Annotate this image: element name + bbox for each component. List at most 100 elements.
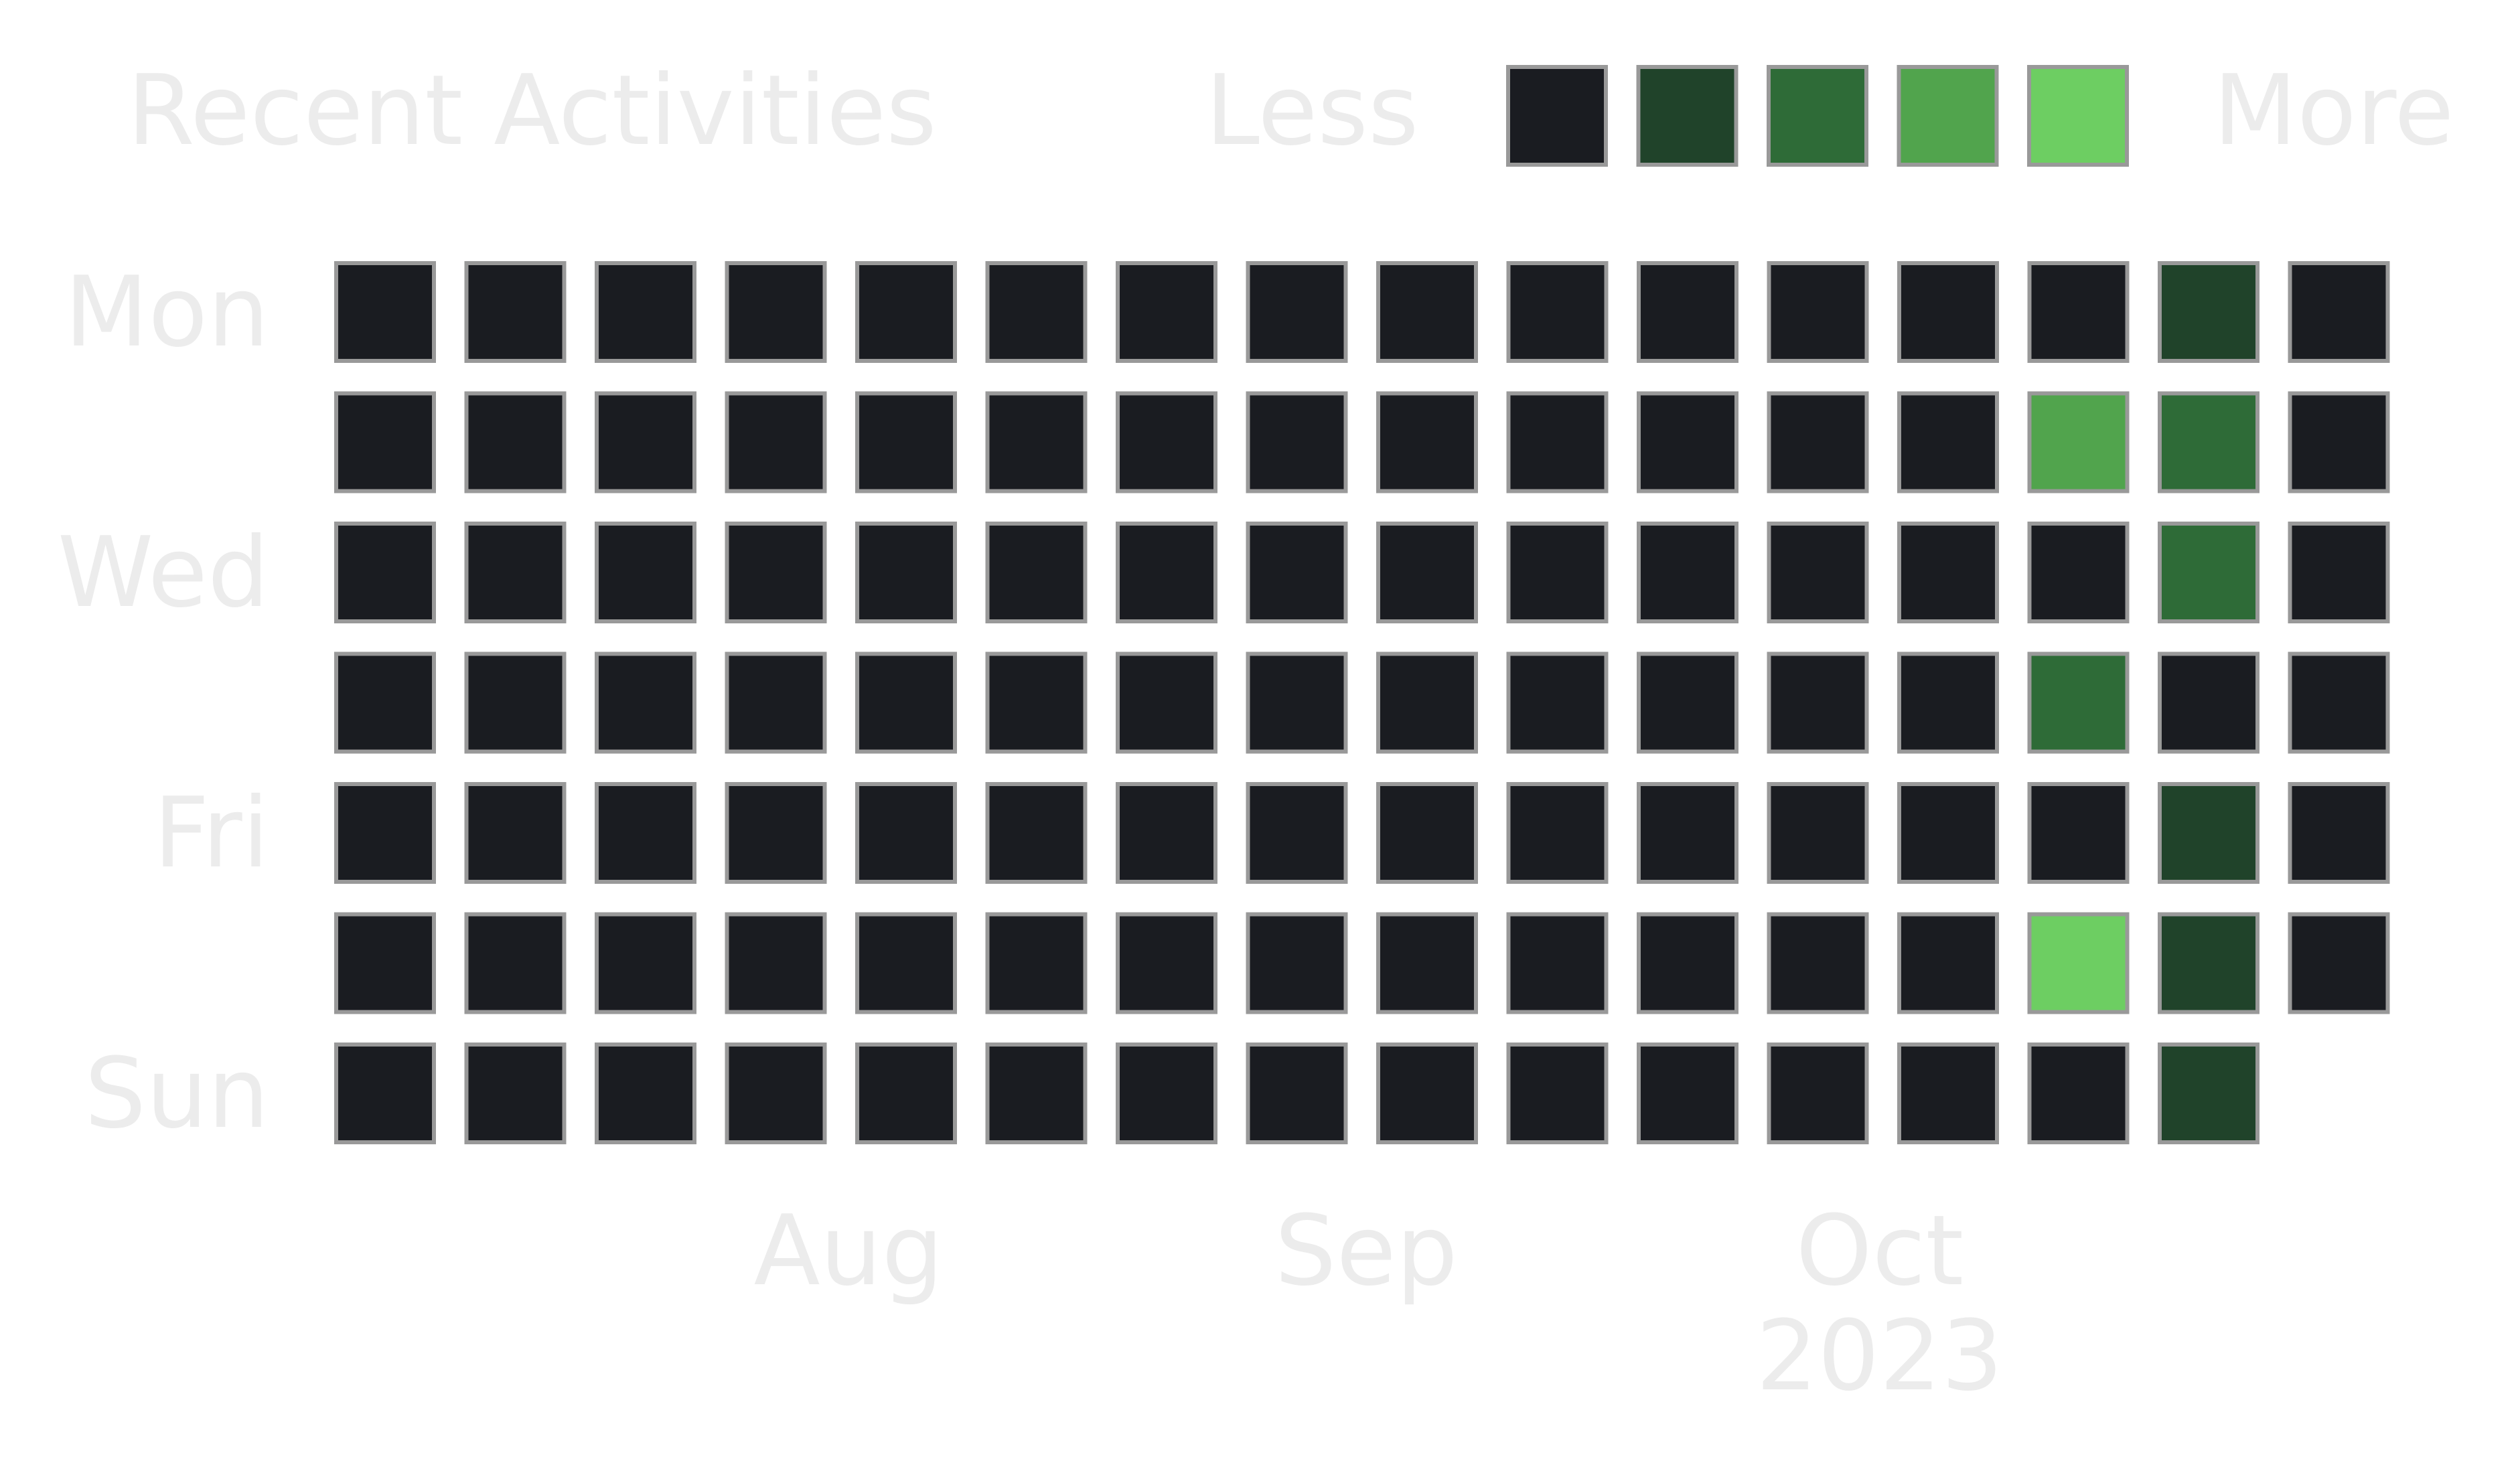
heatmap-cell bbox=[1506, 1043, 1609, 1144]
heatmap-cell bbox=[1506, 391, 1609, 493]
heatmap-cell bbox=[1897, 782, 1999, 884]
heatmap-cell bbox=[2027, 1043, 2130, 1144]
heatmap-cell bbox=[2288, 782, 2390, 884]
heatmap-cell bbox=[595, 782, 696, 884]
heatmap-cell bbox=[1767, 912, 1869, 1014]
heatmap-cell bbox=[1767, 391, 1869, 493]
month-label: Oct bbox=[1796, 1194, 1964, 1308]
heatmap-cell bbox=[1637, 261, 1738, 363]
heatmap-cell bbox=[334, 912, 436, 1014]
heatmap-cell bbox=[1637, 522, 1738, 623]
heatmap-cell bbox=[1637, 1043, 1738, 1144]
heatmap-cell bbox=[334, 651, 436, 754]
legend-swatch bbox=[1767, 65, 1868, 167]
heatmap-cell bbox=[1116, 782, 1217, 884]
heatmap-cell bbox=[725, 391, 827, 493]
month-label: Sep bbox=[1275, 1194, 1458, 1308]
heatmap-cell bbox=[1897, 261, 1999, 363]
heatmap-cell bbox=[1376, 651, 1478, 754]
heatmap-cell bbox=[855, 1043, 957, 1144]
legend-less-label: Less bbox=[1205, 54, 1419, 167]
heatmap-cell bbox=[2288, 261, 2390, 363]
heatmap-cell bbox=[725, 1043, 827, 1144]
heatmap-cell bbox=[595, 1043, 696, 1144]
heatmap-cell bbox=[1767, 261, 1869, 363]
heatmap-cell bbox=[464, 522, 567, 623]
heatmap-cell bbox=[1506, 912, 1609, 1014]
heatmap-cell bbox=[334, 391, 436, 493]
heatmap-cell bbox=[464, 261, 567, 363]
heatmap-cell bbox=[2158, 1043, 2259, 1144]
heatmap-cell bbox=[1506, 261, 1609, 363]
heatmap-cell bbox=[855, 651, 957, 754]
heatmap-cell bbox=[855, 912, 957, 1014]
heatmap-cell bbox=[2288, 912, 2390, 1014]
heatmap-cell bbox=[1246, 261, 1348, 363]
heatmap-cell bbox=[464, 391, 567, 493]
heatmap-cell bbox=[1506, 782, 1609, 884]
heatmap-cell bbox=[1246, 912, 1348, 1014]
heatmap-cell bbox=[985, 1043, 1088, 1144]
legend-swatch bbox=[1636, 65, 1738, 167]
heatmap-cell bbox=[1116, 391, 1217, 493]
heatmap-cell bbox=[595, 522, 696, 623]
heatmap-cells bbox=[334, 261, 2390, 1144]
heatmap-cell bbox=[1376, 391, 1478, 493]
heatmap-cell bbox=[1116, 261, 1217, 363]
heatmap-cell bbox=[985, 651, 1088, 754]
heatmap-cell bbox=[464, 912, 567, 1014]
heatmap-cell bbox=[1246, 391, 1348, 493]
chart-title: Recent Activities bbox=[127, 54, 937, 167]
weekday-labels: Mon Wed Fri Sun bbox=[58, 256, 269, 1150]
heatmap-cell bbox=[2158, 782, 2259, 884]
legend-swatches bbox=[1506, 65, 2129, 167]
heatmap-cell bbox=[1767, 782, 1869, 884]
heatmap-cell bbox=[334, 261, 436, 363]
heatmap-cell bbox=[725, 522, 827, 623]
heatmap-cell bbox=[595, 261, 696, 363]
legend-swatch bbox=[2027, 65, 2129, 167]
heatmap-cell bbox=[2027, 651, 2130, 754]
heatmap-cell bbox=[725, 261, 827, 363]
heatmap-cell bbox=[1637, 912, 1738, 1014]
heatmap-cell bbox=[1376, 782, 1478, 884]
heatmap-cell bbox=[725, 651, 827, 754]
heatmap-cell bbox=[855, 391, 957, 493]
heatmap-cell bbox=[2288, 522, 2390, 623]
heatmap-cell bbox=[725, 912, 827, 1014]
heatmap-cell bbox=[464, 651, 567, 754]
heatmap-cell bbox=[1897, 912, 1999, 1014]
heatmap-cell bbox=[1897, 522, 1999, 623]
heatmap-cell bbox=[1116, 522, 1217, 623]
heatmap-cell bbox=[1897, 391, 1999, 493]
heatmap-cell bbox=[985, 391, 1088, 493]
heatmap-cell bbox=[2027, 912, 2130, 1014]
heatmap-cell bbox=[1506, 522, 1609, 623]
heatmap-cell bbox=[2158, 522, 2259, 623]
heatmap-cell bbox=[334, 782, 436, 884]
legend-swatch bbox=[1897, 65, 1999, 167]
heatmap-cell bbox=[1246, 782, 1348, 884]
heatmap-cell bbox=[1637, 782, 1738, 884]
legend-swatch bbox=[1506, 65, 1608, 167]
year-label: 2023 bbox=[1756, 1300, 2003, 1413]
heatmap-cell bbox=[855, 261, 957, 363]
heatmap-cell bbox=[2288, 651, 2390, 754]
heatmap-cell bbox=[1897, 651, 1999, 754]
heatmap-cell bbox=[334, 1043, 436, 1144]
heatmap-cell bbox=[1376, 522, 1478, 623]
heatmap-cell bbox=[1246, 651, 1348, 754]
heatmap-cell bbox=[1246, 522, 1348, 623]
weekday-label: Fri bbox=[153, 777, 269, 890]
heatmap-cell bbox=[464, 1043, 567, 1144]
heatmap-cell bbox=[2027, 522, 2130, 623]
heatmap-cell bbox=[2158, 261, 2259, 363]
heatmap-cell bbox=[1376, 261, 1478, 363]
heatmap-cell bbox=[985, 522, 1088, 623]
weekday-label: Wed bbox=[58, 516, 269, 629]
heatmap-cell bbox=[595, 912, 696, 1014]
heatmap-cell bbox=[2158, 651, 2259, 754]
heatmap-cell bbox=[1767, 522, 1869, 623]
heatmap-cell bbox=[464, 782, 567, 884]
